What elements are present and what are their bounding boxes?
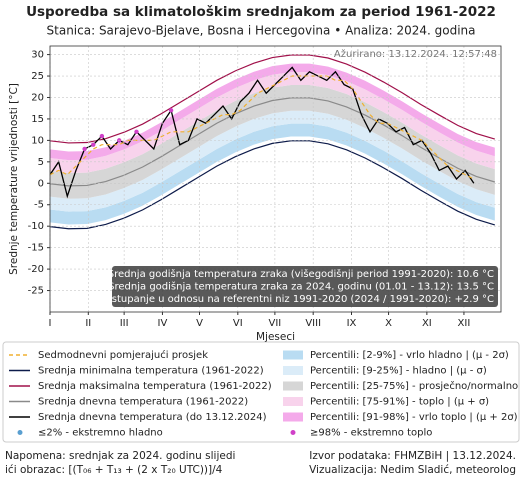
legend-frame xyxy=(2,341,520,443)
y-tick-label: -10 xyxy=(28,221,44,232)
footer-credit: Vizualizacija: Nedim Sladić, meteorolog xyxy=(309,464,516,476)
legend-label: Percentili: [75-91%] - toplo | (μ + σ) xyxy=(310,397,489,408)
percentile-band xyxy=(50,63,495,161)
legend-swatch xyxy=(283,397,303,406)
y-tick-label: -20 xyxy=(28,264,44,275)
legend-swatch xyxy=(283,366,303,375)
y-tick-label: -15 xyxy=(28,243,44,254)
legend-label: Srednja minimalna temperatura (1961-2022… xyxy=(38,366,264,377)
footer-note: ići obrazac: [(T₀₆ + T₁₃ + (2 x T₂₀ UTC)… xyxy=(5,464,223,476)
y-tick-label: 5 xyxy=(38,157,44,168)
x-tick-label: VII xyxy=(269,318,282,329)
extreme-dot xyxy=(82,146,87,152)
y-tick-label: 0 xyxy=(38,178,44,189)
legend-label: ≥98% - ekstremno toplo xyxy=(310,428,432,439)
y-tick-label: 10 xyxy=(31,135,44,146)
series-line xyxy=(50,75,475,180)
footer-credit: Izvor podataka: FHMZBiH | 13.12.2024. xyxy=(309,450,516,462)
y-tick-label: 30 xyxy=(31,50,44,61)
extreme-dot xyxy=(168,108,174,113)
legend-label: Srednja maksimalna temperatura (1961-202… xyxy=(38,381,272,392)
info-text: Odstupanje u odnosu na referentni niz 19… xyxy=(98,294,494,305)
extreme-dot xyxy=(134,129,139,135)
y-tick-label: -25 xyxy=(28,286,44,297)
x-tick-label: III xyxy=(120,318,129,329)
legend-label: Sedmodnevni pomjerajući prosjek xyxy=(38,349,208,361)
x-tick-label: VI xyxy=(233,318,243,329)
info-box xyxy=(112,266,498,307)
x-tick-label: VIII xyxy=(305,318,321,329)
extreme-dot xyxy=(91,142,96,147)
percentile-band xyxy=(50,110,495,212)
x-axis-label: Mjeseci xyxy=(256,331,295,343)
plot-frame xyxy=(49,45,502,313)
chart-title: Usporedba sa klimatološkim srednjakom za… xyxy=(26,4,496,20)
legend-label: Percentili: [2-9%] - vrlo hladno | (μ - … xyxy=(310,350,509,361)
legend-swatch xyxy=(283,350,303,360)
y-tick-label: 20 xyxy=(31,92,44,103)
y-axis-label: Srednje temperature vrijednosti [°C] xyxy=(8,83,20,275)
legend-marker xyxy=(290,430,296,435)
x-tick-label: XII xyxy=(458,318,471,329)
y-tick-label: -5 xyxy=(34,200,44,211)
legend-swatch xyxy=(283,412,303,422)
x-tick-label: I xyxy=(49,318,52,329)
x-tick-label: II xyxy=(85,318,91,329)
legend-label: Srednja dnevna temperatura (do 13.12.202… xyxy=(38,412,267,423)
legend-label: ≤2% - ekstremno hladno xyxy=(38,428,163,439)
info-text: Srednja godišnja temperatura zraka (više… xyxy=(108,268,494,280)
x-tick-label: IV xyxy=(158,318,168,329)
x-tick-label: XI xyxy=(422,318,432,329)
footer-note: Napomena: srednjak za 2024. godinu slije… xyxy=(5,450,235,462)
x-tick-label: X xyxy=(385,318,392,329)
percentile-band xyxy=(50,72,495,173)
x-tick-label: V xyxy=(196,318,203,329)
y-tick-label: 25 xyxy=(31,71,44,82)
legend-label: Percentili: [9-25%] - hladno | (μ - σ) xyxy=(310,366,487,377)
legend-label: Percentili: [91-98%] - vrlo toplo | (μ +… xyxy=(310,412,518,423)
extreme-dot xyxy=(99,133,105,139)
series-line xyxy=(50,54,495,144)
percentile-band xyxy=(50,85,495,199)
legend-label: Percentili: [25-75%] - prosječno/normaln… xyxy=(310,380,518,392)
y-tick-label: 15 xyxy=(31,114,44,125)
updated-label: Ažurirano: 13.12.2024. 12:57:48 xyxy=(334,48,497,60)
plot-area xyxy=(50,54,495,230)
legend-swatch xyxy=(283,381,303,391)
x-tick-label: IX xyxy=(347,318,357,329)
percentile-band xyxy=(50,123,495,225)
legend-label: Srednja dnevna temperatura (1961-2022) xyxy=(38,397,248,408)
legend-marker xyxy=(17,430,23,435)
chart-subtitle: Stanica: Sarajevo-Bjelave, Bosna i Herce… xyxy=(47,24,476,38)
info-text: Srednja godišnja temperatura zraka za 20… xyxy=(108,281,494,293)
